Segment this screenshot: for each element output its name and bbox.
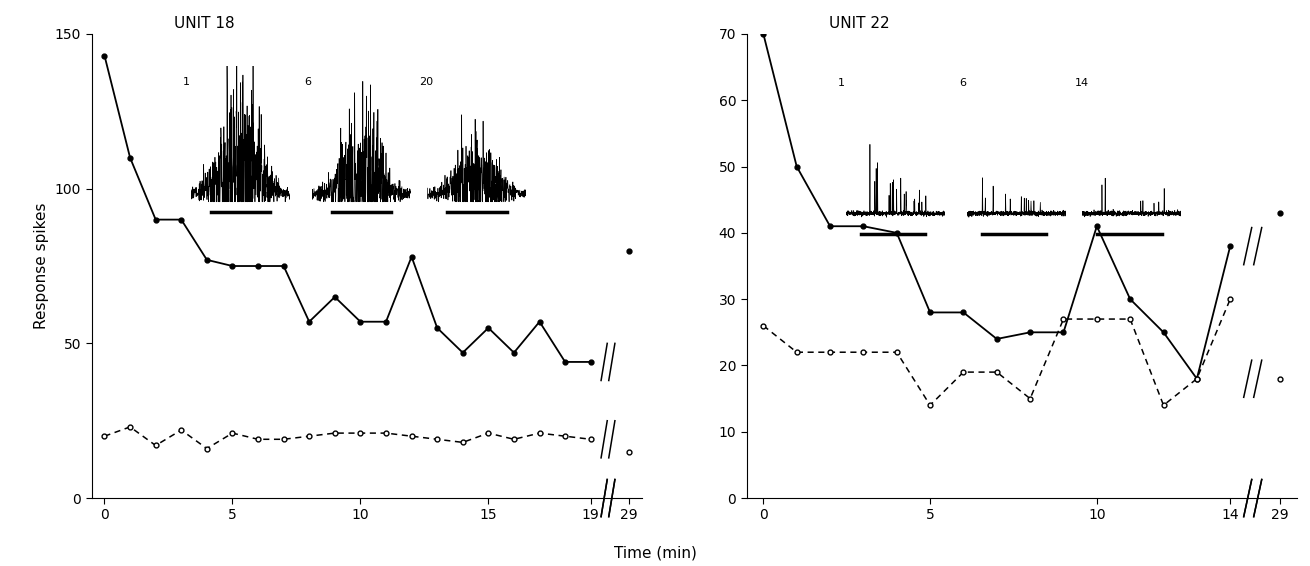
Y-axis label: Response spikes: Response spikes (34, 203, 50, 329)
Text: Time (min): Time (min) (613, 545, 697, 560)
Text: UNIT 22: UNIT 22 (829, 16, 889, 31)
Text: UNIT 18: UNIT 18 (174, 16, 234, 31)
